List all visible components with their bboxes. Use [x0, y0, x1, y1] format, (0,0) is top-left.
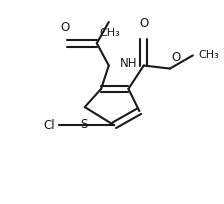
Text: S: S	[80, 118, 87, 131]
Text: CH₃: CH₃	[99, 28, 120, 38]
Text: NH: NH	[120, 57, 138, 70]
Text: CH₃: CH₃	[198, 50, 219, 60]
Text: O: O	[60, 21, 70, 34]
Text: O: O	[171, 51, 180, 63]
Text: Cl: Cl	[43, 119, 55, 132]
Text: O: O	[139, 17, 148, 30]
